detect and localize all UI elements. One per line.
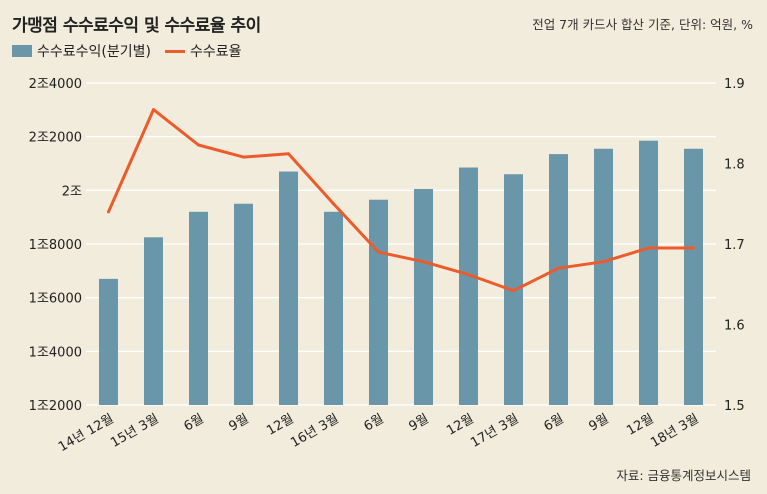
- rate-point: [197, 143, 200, 147]
- rate-point: [287, 152, 290, 156]
- rate-point: [512, 289, 515, 293]
- legend-bar-swatch: [12, 45, 32, 57]
- x-tick-label: 9월: [586, 411, 611, 434]
- rate-point: [602, 260, 605, 264]
- y-right-tick-label: 1.7: [724, 238, 745, 253]
- legend: 수수료수익(분기별) 수수료율: [12, 41, 256, 61]
- bar: [369, 199, 388, 405]
- bar: [684, 148, 703, 405]
- bar: [549, 154, 568, 405]
- bar: [639, 140, 658, 406]
- x-tick-label: 12월: [444, 411, 476, 438]
- source-note: 자료: 금융통계정보시스템: [616, 468, 751, 483]
- rate-point: [467, 273, 470, 277]
- rate-point: [107, 210, 110, 214]
- bar: [279, 171, 298, 405]
- y-left-tick-label: 1조6000: [29, 292, 82, 307]
- y-left-tick-label: 1조2000: [29, 399, 82, 414]
- x-tick-label: 17년 3월: [468, 411, 521, 450]
- line-layer: [107, 108, 695, 293]
- x-tick-label: 6월: [181, 411, 206, 434]
- y-right-tick-label: 1.6: [724, 319, 745, 334]
- legend-line-label: 수수료율: [189, 44, 242, 60]
- chart-title: 가맹점 수수료수익 및 수수료율 추이: [12, 16, 261, 36]
- rate-point: [422, 260, 425, 264]
- rate-point: [647, 246, 650, 250]
- y-left-tick-label: 2조: [62, 184, 82, 199]
- rate-point: [377, 250, 380, 254]
- legend-line-swatch: [164, 49, 185, 53]
- rate-point: [332, 202, 335, 206]
- bar: [459, 167, 478, 405]
- rate-point: [152, 108, 155, 112]
- bar: [189, 211, 208, 405]
- y-left-tick-label: 1조4000: [29, 345, 82, 360]
- rate-point: [242, 155, 245, 159]
- x-tick-label: 6월: [361, 411, 386, 434]
- rate-point: [692, 246, 695, 250]
- legend-item-line: 수수료율: [164, 41, 242, 61]
- legend-bar-label: 수수료수익(분기별): [37, 44, 151, 60]
- rate-line: [107, 108, 695, 293]
- bar: [234, 203, 253, 405]
- y-left-tick-label: 2조4000: [29, 77, 82, 92]
- x-tick-label: 12월: [264, 411, 296, 438]
- x-tick-label: 9월: [406, 411, 431, 434]
- y-right-tick-label: 1.9: [724, 77, 745, 92]
- y-left-tick-label: 1조8000: [29, 238, 82, 253]
- chart-subtitle: 전업 7개 카드사 합산 기준, 단위: 억원, %: [532, 17, 753, 32]
- bar-layer: [99, 140, 703, 406]
- bar: [99, 278, 118, 405]
- y-right-tick-label: 1.5: [724, 399, 745, 414]
- y-right-tick-label: 1.8: [724, 158, 745, 173]
- bar: [594, 148, 613, 405]
- y-left-tick-label: 2조2000: [29, 131, 82, 146]
- bar: [414, 188, 433, 405]
- x-tick-label: 18년 3월: [648, 411, 701, 450]
- x-tick-label: 9월: [226, 411, 251, 434]
- x-tick-label: 14년 12월: [56, 411, 116, 455]
- x-tick-label: 12월: [624, 411, 656, 438]
- x-tick-label: 15년 3월: [108, 411, 161, 450]
- bar: [324, 211, 343, 405]
- x-tick-label: 6월: [541, 411, 566, 434]
- legend-item-bar: 수수료수익(분기별): [12, 41, 151, 61]
- rate-point: [557, 266, 560, 270]
- bar: [144, 237, 163, 405]
- x-tick-label: 16년 3월: [288, 411, 341, 450]
